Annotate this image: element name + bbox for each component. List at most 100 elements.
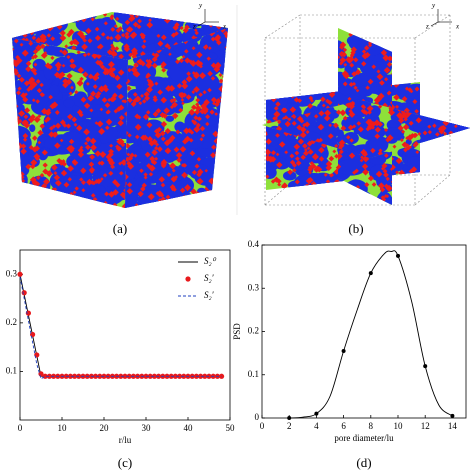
- grain: [226, 98, 228, 104]
- grain: [83, 207, 90, 208]
- pore-region: [20, 21, 39, 36]
- pore-region: [84, 40, 95, 53]
- grain: [338, 46, 339, 52]
- grain: [361, 163, 369, 170]
- grain: [97, 208, 104, 215]
- pore-region: [12, 161, 26, 174]
- grain: [294, 190, 299, 195]
- pore-region: [15, 50, 25, 57]
- grain: [451, 141, 455, 145]
- pore-region: [338, 159, 367, 176]
- pore-region: [435, 147, 447, 155]
- grain: [394, 96, 399, 101]
- grain: [194, 28, 198, 33]
- pore-region: [218, 61, 228, 76]
- grain: [386, 134, 394, 142]
- data-point: [151, 373, 157, 379]
- pore-region: [21, 197, 44, 208]
- grain: [386, 61, 392, 68]
- grain: [13, 117, 19, 123]
- grain: [317, 123, 325, 131]
- grain: [395, 157, 403, 165]
- data-point: [368, 271, 373, 276]
- grain: [417, 132, 422, 136]
- grain: [305, 177, 313, 185]
- grain: [53, 71, 61, 79]
- grain: [92, 84, 98, 90]
- grain: [456, 140, 463, 147]
- grain: [40, 92, 45, 98]
- pore-region: [184, 133, 204, 149]
- grain: [284, 120, 291, 128]
- y-tick-label: 0: [255, 412, 260, 422]
- grain: [152, 111, 159, 118]
- grain: [360, 206, 366, 212]
- pore-region: [12, 178, 18, 187]
- domain-edge: [414, 14, 451, 39]
- grain: [390, 29, 392, 35]
- grain: [146, 163, 152, 169]
- grain: [81, 188, 86, 193]
- caption: (c): [118, 455, 132, 470]
- grain: [133, 70, 141, 78]
- pore-region: [275, 82, 292, 97]
- grain: [347, 96, 352, 101]
- data-point: [126, 373, 132, 379]
- grain: [71, 12, 76, 15]
- grain: [376, 73, 384, 81]
- pore-region: [205, 192, 218, 202]
- grain: [181, 171, 188, 179]
- grain: [168, 52, 172, 57]
- grain: [454, 100, 460, 106]
- grain: [94, 93, 101, 100]
- grain: [277, 119, 282, 125]
- grain: [224, 151, 228, 156]
- grain: [150, 159, 156, 165]
- grain: [275, 152, 280, 157]
- grain: [327, 133, 334, 139]
- grain: [25, 192, 33, 199]
- grain: [152, 97, 159, 103]
- grain: [188, 200, 193, 205]
- grain: [262, 107, 264, 115]
- grain: [166, 172, 172, 177]
- grain: [140, 93, 145, 98]
- grain: [157, 146, 163, 153]
- grain: [132, 92, 138, 97]
- grain: [24, 184, 30, 189]
- data-point: [93, 373, 99, 379]
- grain: [109, 14, 115, 19]
- grain: [210, 210, 217, 217]
- grain: [66, 54, 71, 60]
- x-tick-label: 14: [448, 421, 458, 431]
- grain: [209, 109, 215, 115]
- grain: [188, 138, 194, 143]
- pore-region: [98, 16, 117, 35]
- grain: [441, 111, 449, 118]
- grain: [23, 12, 29, 16]
- grain: [151, 149, 158, 156]
- grain: [191, 169, 198, 176]
- grain: [146, 136, 154, 143]
- pore-region: [349, 192, 376, 205]
- grain: [212, 130, 219, 138]
- grain: [110, 26, 116, 32]
- pore-region: [75, 196, 85, 207]
- grain: [61, 197, 68, 204]
- grain: [225, 133, 228, 140]
- grain: [109, 143, 114, 148]
- grain: [158, 176, 165, 183]
- grain: [66, 196, 73, 203]
- pore-region: [365, 28, 383, 41]
- grain: [447, 159, 454, 166]
- grain: [445, 154, 450, 158]
- data-point: [118, 373, 124, 379]
- legend-symbol: [185, 276, 191, 282]
- pore-region: [467, 114, 470, 122]
- pore-region: [357, 85, 373, 97]
- grain: [178, 107, 184, 113]
- grain: [99, 151, 107, 159]
- grain: [268, 192, 273, 197]
- grain: [300, 154, 306, 161]
- grain: [297, 98, 302, 104]
